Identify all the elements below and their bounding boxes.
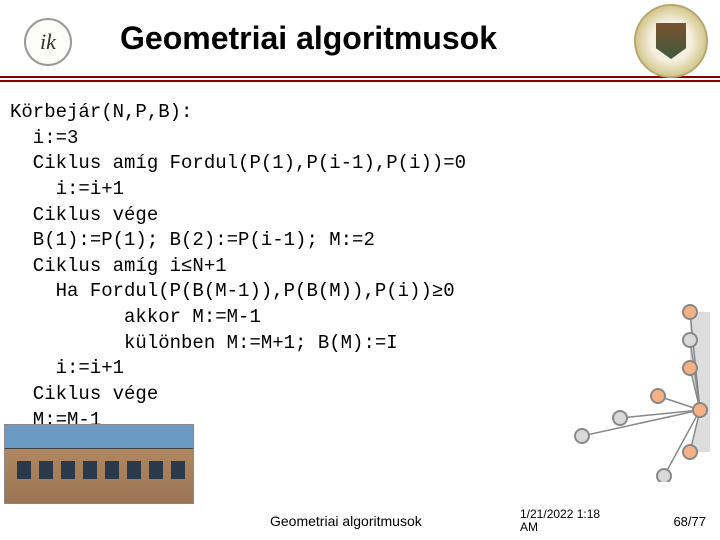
footer: Geometriai algoritmusok 1/21/2022 1:18 A… <box>0 504 720 538</box>
logo-right <box>634 4 708 78</box>
code-line: Körbejár(N,P,B): <box>10 101 192 123</box>
code-line: i:=i+1 <box>10 178 124 200</box>
header: ik Geometriai algoritmusok <box>0 0 720 82</box>
code-line: Ciklus vége <box>10 383 158 405</box>
logo-left: ik <box>24 18 72 66</box>
building-photo <box>4 424 194 504</box>
diagram-svg <box>560 302 710 482</box>
code-line: B(1):=P(1); B(2):=P(i-1); M:=2 <box>10 229 375 251</box>
code-line: különben M:=M+1; B(M):=I <box>10 332 398 354</box>
footer-date-line2: AM <box>520 520 538 534</box>
footer-date: 1/21/2022 1:18 AM <box>520 508 600 534</box>
code-line: Ha Fordul(P(B(M-1)),P(B(M)),P(i))≥0 <box>10 280 455 302</box>
graph-diagram <box>560 302 710 482</box>
shield-icon <box>656 23 686 59</box>
code-line: i:=3 <box>10 127 78 149</box>
code-line: Ciklus amíg Fordul(P(1),P(i-1),P(i))=0 <box>10 152 466 174</box>
code-line: i:=i+1 <box>10 357 124 379</box>
code-line: Ciklus vége <box>10 204 158 226</box>
logo-left-text: ik <box>40 29 56 55</box>
code-line: Ciklus amíg i≤N+1 <box>10 255 227 277</box>
code-line: akkor M:=M-1 <box>10 306 261 328</box>
footer-page: 68/77 <box>673 514 706 529</box>
footer-date-line1: 1/21/2022 1:18 <box>520 507 600 521</box>
content: Körbejár(N,P,B): i:=3 Ciklus amíg Fordul… <box>0 82 720 459</box>
footer-title: Geometriai algoritmusok <box>270 513 422 529</box>
page-title: Geometriai algoritmusok <box>120 20 497 57</box>
